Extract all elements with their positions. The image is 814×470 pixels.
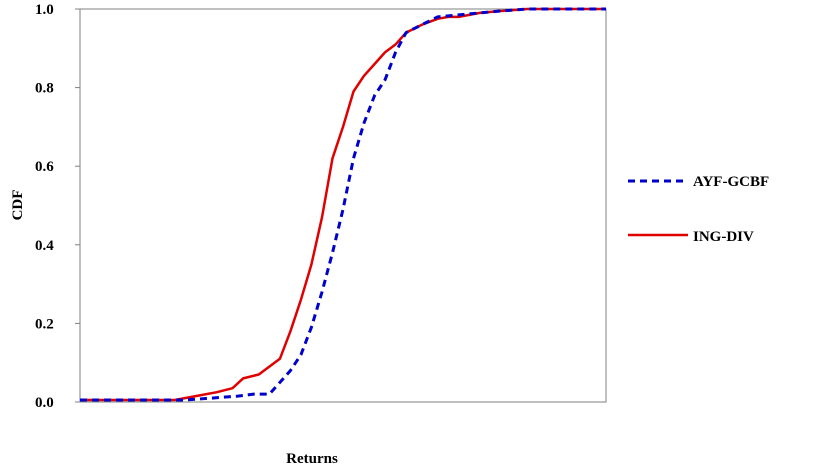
legend: AYF-GCBF ING-DIV: [628, 174, 769, 245]
series-line-ayf-gcbf: [80, 7, 606, 402]
y-tick-label: 0.2: [35, 316, 54, 332]
y-tick-label: 0.8: [35, 81, 54, 97]
y-tick-label: 0.6: [35, 159, 54, 175]
legend-label-ayf-gcbf: AYF-GCBF: [693, 174, 769, 190]
series-layer: [80, 7, 606, 402]
y-tick-label: 0.4: [35, 238, 54, 254]
plot-area: [79, 8, 607, 403]
y-axis-title: CDF: [10, 190, 26, 221]
y-tick-label: 0.0: [35, 395, 54, 411]
y-axis-ticks: 0.0 0.2 0.4 0.6 0.8 1.0: [35, 2, 80, 411]
y-tick-label: 1.0: [35, 2, 54, 18]
legend-label-ing-div: ING-DIV: [693, 229, 754, 245]
x-axis-title: Returns: [286, 451, 338, 467]
